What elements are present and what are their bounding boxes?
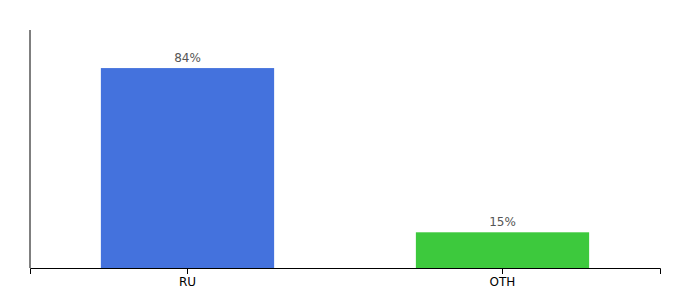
x-tick: OTH [490, 268, 516, 289]
x-tick-label: RU [179, 275, 196, 289]
y-axis-line [30, 30, 31, 268]
x-tick: RU [179, 268, 196, 289]
y-axis [30, 30, 31, 268]
bar [416, 232, 589, 268]
x-tick-mark [502, 268, 503, 274]
x-axis: RU OTH [31, 268, 661, 289]
chart-container: RU OTH 84% 15% [0, 0, 680, 300]
bars [101, 68, 589, 268]
plot-area: RU OTH 84% 15% [30, 30, 661, 289]
data-label: 15% [489, 215, 516, 229]
data-labels: 84% 15% [174, 51, 516, 229]
x-axis-line [31, 269, 661, 275]
x-tick-mark [187, 268, 188, 274]
chart-svg: RU OTH 84% 15% [0, 0, 680, 300]
data-label: 84% [174, 51, 201, 65]
bar [101, 68, 274, 268]
x-tick-label: OTH [490, 275, 516, 289]
